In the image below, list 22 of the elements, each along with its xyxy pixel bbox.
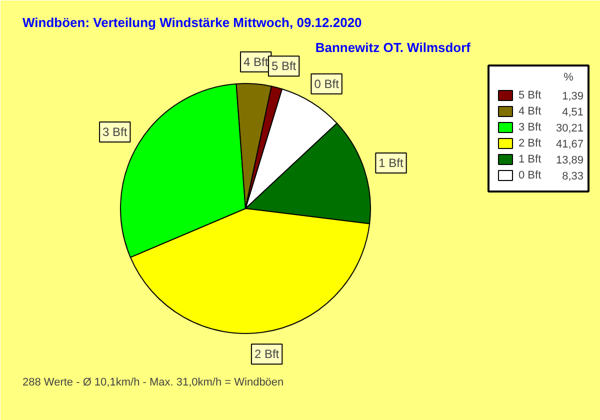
data-label: 8,33 [562, 170, 584, 182]
legend-label: 0 Bft [518, 170, 542, 182]
data-label: 1,39 [562, 90, 584, 102]
legend-label: 5 Bft [518, 90, 542, 102]
legend-label: 3 Bft [518, 122, 542, 134]
text: 288 Werte - Ø 10,1km/h - Max. 31,0km/h = Windböen [22, 376, 284, 388]
legend-label: 2 Bft [518, 138, 542, 150]
chart-title: Windböen: Verteilung Windstärke Mittwoch, 09.12.2020 [22, 15, 362, 30]
legend-title: % [564, 72, 574, 84]
data-label: 41,67 [556, 138, 584, 150]
data-label: 4,51 [562, 106, 584, 118]
slice-label: 0 Bft [314, 76, 340, 91]
slice-label: 1 Bft [378, 156, 404, 170]
slice-label: 2 Bft [254, 347, 280, 362]
slice-label: 3 Bft [102, 124, 128, 139]
data-label: 13,89 [556, 154, 584, 166]
chart-subtitle: Bannewitz OT. Wilmsdorf [315, 40, 472, 55]
slice-label: 5 Bft [271, 59, 297, 74]
data-label: 30,21 [556, 122, 584, 134]
legend-label: 4 Bft [518, 106, 542, 118]
legend-label: 1 Bft [518, 154, 542, 166]
slice-label: 4 Bft [244, 54, 269, 69]
